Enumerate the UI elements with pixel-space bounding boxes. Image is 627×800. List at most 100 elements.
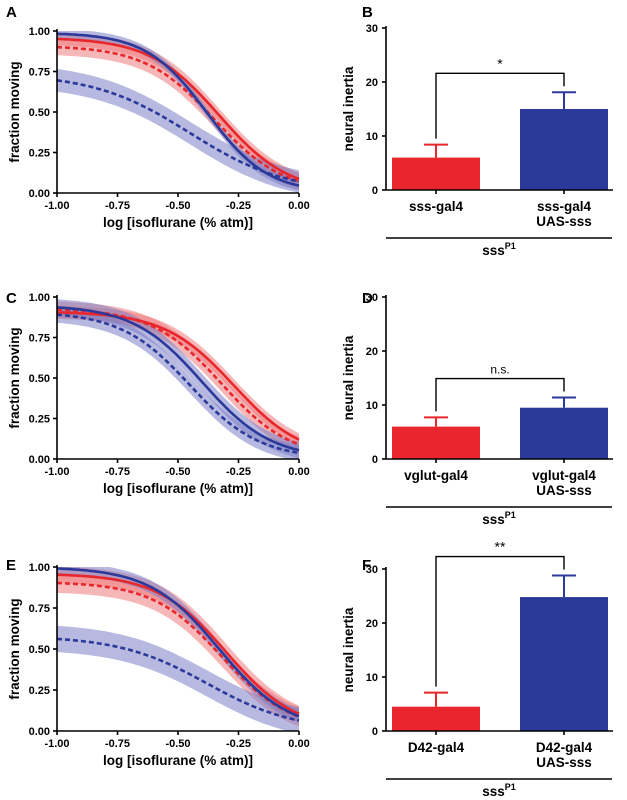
x-axis-title: log [isoflurane (% atm)] (103, 481, 253, 496)
panel-d: Dn.s. 0 10 20 30 neural inertia vglut-gal4 vglu… (341, 290, 613, 527)
group-label-main: sss (482, 784, 505, 799)
x-tick-label: 0.00 (288, 466, 309, 478)
y-tick-label: 0.00 (29, 454, 50, 466)
x-tick-label: -1.00 (44, 200, 69, 212)
y-tick-label: 0.25 (29, 685, 50, 697)
y-axis-title: fraction moving (7, 327, 22, 428)
bar (520, 407, 608, 459)
y-tick-label: 0.50 (29, 373, 50, 385)
y-tick-label: 0 (372, 185, 378, 197)
group-label-main: sss (482, 243, 505, 258)
panel-label: C (6, 290, 17, 307)
y-tick-label: 20 (366, 618, 378, 630)
x-tick-label: 0.00 (288, 200, 309, 212)
y-tick-label: 10 (366, 400, 378, 412)
y-tick-label: 0 (372, 726, 378, 738)
series-line-red-solid (56, 37, 300, 181)
x-tick-label: -1.00 (44, 738, 69, 750)
x-tick-label: -0.50 (165, 200, 190, 212)
group-label-superscript: P1 (505, 510, 516, 520)
category-label: vglut-gal4 (404, 468, 468, 483)
category-label: vglut-gal4 (532, 468, 596, 483)
confidence-band-blue-dashed (57, 625, 299, 731)
y-tick-label: 0.50 (29, 107, 50, 119)
y-tick-label: 0.50 (29, 644, 50, 656)
category-label: UAS-sss (536, 214, 592, 229)
confidence-band-blue-dashed (57, 306, 299, 459)
x-tick-label: -0.75 (105, 466, 130, 478)
y-axis-title: neural inertia (341, 335, 356, 420)
panel-label: E (6, 557, 16, 574)
y-tick-label: 0.25 (29, 148, 50, 160)
series-line-blue-solid (56, 306, 300, 452)
x-tick-label: -0.75 (105, 738, 130, 750)
x-tick-label: -0.50 (165, 738, 190, 750)
series-line-blue-solid (56, 32, 300, 187)
y-tick-label: 0 (372, 454, 378, 466)
group-label-main: sss (482, 512, 505, 527)
category-label: UAS-sss (536, 483, 592, 498)
x-axis-title: log [isoflurane (% atm)] (103, 753, 253, 768)
panel-label: F (362, 557, 371, 574)
group-label-superscript: P1 (505, 241, 516, 251)
category-label: sss-gal4 (537, 199, 592, 214)
significance-label: ** (495, 539, 506, 555)
y-axis-title: fraction moving (7, 598, 22, 699)
significance-bracket (435, 72, 565, 139)
y-tick-label: 10 (366, 672, 378, 684)
x-tick-label: -0.25 (226, 200, 251, 212)
y-tick-label: 0.75 (29, 603, 50, 615)
series-line-blue-solid (56, 567, 300, 718)
category-label: UAS-sss (536, 755, 592, 770)
x-tick-label: -0.25 (226, 466, 251, 478)
y-tick-label: 30 (366, 564, 378, 576)
panel-e: E 0.00 0.25 0.50 0.75 1.00 -1.00 -0.75 -0.50 -0.2… (6, 557, 310, 768)
y-axis-title: neural inertia (341, 66, 356, 151)
y-tick-label: 0.75 (29, 333, 50, 345)
y-tick-label: 10 (366, 131, 378, 143)
series-line-red-dashed (56, 581, 300, 718)
significance-bracket (435, 555, 565, 687)
y-tick-label: 30 (366, 292, 378, 304)
category-label: sss-gal4 (409, 199, 464, 214)
bar (520, 597, 608, 731)
y-tick-label: 0.00 (29, 188, 50, 200)
bar (392, 706, 480, 731)
significance-bracket (435, 377, 565, 412)
y-tick-label: 20 (366, 77, 378, 89)
x-axis-title: log [isoflurane (% atm)] (103, 215, 253, 230)
panel-a: A 0.00 0.25 0.50 0.75 1.00 -1.00 -0.75 -0.50 -0.2… (6, 4, 310, 230)
x-tick-label: -0.25 (226, 738, 251, 750)
panel-c: C 0.00 0.25 0.50 0.75 1.00 -1.00 -0.75 -0.50 -0.2… (6, 290, 310, 496)
y-axis-title: neural inertia (341, 607, 356, 692)
series-line-blue-dashed (56, 313, 300, 455)
panel-label: D (362, 290, 373, 307)
y-axis-title: fraction moving (7, 61, 22, 162)
series-line-blue-dashed (56, 79, 300, 183)
series-line-red-solid (57, 311, 300, 441)
y-tick-label: 1.00 (29, 292, 50, 304)
y-tick-label: 0.00 (29, 726, 50, 738)
bar (520, 109, 608, 190)
x-tick-label: -1.00 (44, 466, 69, 478)
x-tick-label: -0.50 (165, 466, 190, 478)
group-label: sssP1 (482, 241, 516, 258)
panel-label: A (6, 4, 17, 21)
bar (392, 157, 480, 190)
group-label: sssP1 (482, 510, 516, 527)
panel-f: F ** 0 10 20 30 neural inertia D42-gal4 D42-gal4… (341, 539, 613, 799)
category-label: D42-gal4 (536, 740, 593, 755)
panel-label: B (362, 4, 373, 21)
group-label: sssP1 (482, 782, 516, 799)
y-tick-label: 0.75 (29, 67, 50, 79)
y-tick-label: 1.00 (29, 26, 50, 38)
y-tick-label: 30 (366, 23, 378, 35)
series-line-red-dashed (56, 45, 300, 183)
bar (392, 426, 480, 459)
significance-label: * (497, 55, 503, 71)
group-label-superscript: P1 (505, 782, 516, 792)
category-label: D42-gal4 (408, 740, 465, 755)
x-tick-label: -0.75 (105, 200, 130, 212)
